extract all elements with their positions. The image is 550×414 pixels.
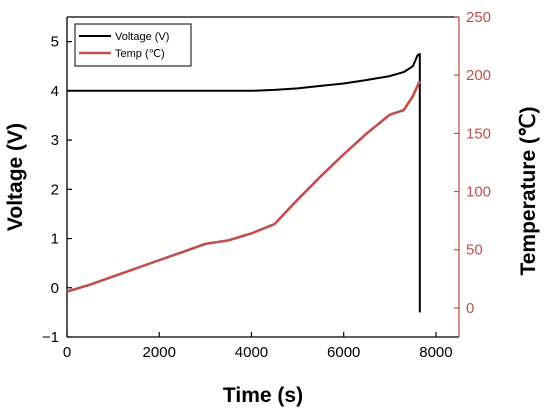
x-axis-title: Time (s) bbox=[223, 384, 303, 407]
y-left-tick-label: 3 bbox=[51, 132, 59, 149]
x-tick-label: 6000 bbox=[327, 344, 360, 361]
x-tick-label: 2000 bbox=[143, 344, 176, 361]
legend-label-voltage: Voltage (V) bbox=[115, 31, 169, 43]
y-left-tick-label: 2 bbox=[51, 181, 59, 198]
y-left-tick-label: 4 bbox=[51, 83, 59, 100]
y-right-tick-label: 100 bbox=[466, 184, 491, 201]
series-line-voltage bbox=[67, 52, 421, 313]
legend-label-temperature: Temp (℃) bbox=[115, 48, 165, 60]
y-right-axis-title: Temperature (℃) bbox=[517, 106, 540, 275]
x-tick-label: 0 bbox=[63, 344, 71, 361]
y-right-tick-label: 50 bbox=[466, 242, 483, 259]
series-line-temperature bbox=[66, 80, 421, 293]
x-tick-label: 8000 bbox=[419, 344, 452, 361]
y-right-tick-label: 0 bbox=[466, 300, 474, 317]
y-left-tick-label: 5 bbox=[51, 34, 59, 51]
y-left-axis-title: Voltage (V) bbox=[4, 123, 27, 231]
x-tick-label: 4000 bbox=[235, 344, 268, 361]
y-right-tick-label: 250 bbox=[466, 9, 491, 26]
y-right-tick-label: 200 bbox=[466, 67, 491, 84]
y-right-tick-label: 150 bbox=[466, 125, 491, 142]
y-left-tick-label: 0 bbox=[51, 280, 59, 297]
legend-box bbox=[74, 23, 192, 67]
y-left-tick-label: 1 bbox=[51, 231, 59, 248]
y-left-tick-label: −1 bbox=[42, 329, 59, 346]
